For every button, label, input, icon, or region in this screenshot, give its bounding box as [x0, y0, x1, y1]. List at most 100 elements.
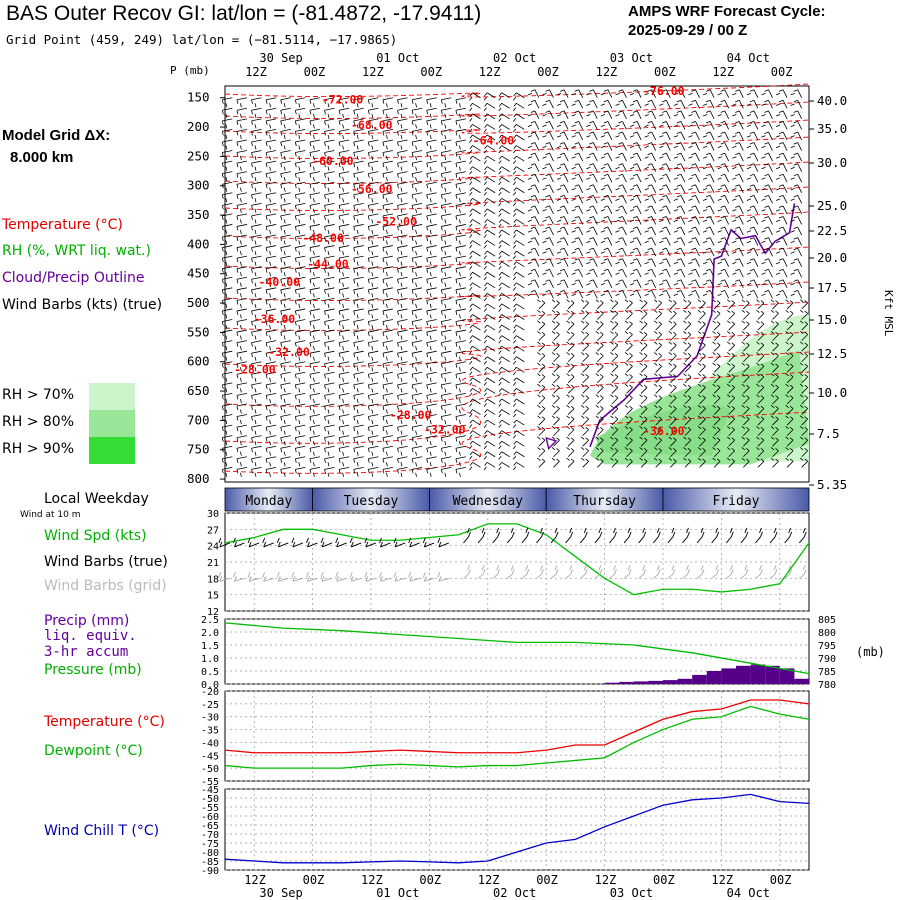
wind-barb	[512, 166, 525, 175]
wind-barb	[537, 404, 546, 415]
wind-barb	[644, 99, 657, 109]
wind-barb	[498, 314, 510, 323]
wind-barb	[265, 181, 277, 192]
wind-barb	[265, 192, 277, 203]
wind-barb	[221, 97, 233, 108]
wind-barb	[440, 393, 452, 404]
wind-barb	[440, 192, 452, 203]
wind-barb	[615, 142, 627, 151]
wind-barb	[673, 184, 686, 193]
wind-barb	[639, 426, 648, 436]
wind-barb	[732, 290, 744, 299]
wind-barb	[469, 155, 481, 164]
wind-barb	[338, 435, 350, 446]
wind-barb	[236, 350, 247, 361]
wind-barb	[746, 279, 759, 288]
wind-barb	[265, 266, 277, 277]
wind-barb	[251, 371, 262, 382]
wind-barb	[353, 319, 364, 330]
wind-barb	[551, 320, 560, 331]
wind-barb	[265, 350, 277, 361]
kft-tick-label: 12.5	[817, 346, 847, 361]
wind-barb	[324, 329, 335, 340]
wind-barb	[265, 435, 277, 446]
wind-barb	[702, 279, 715, 288]
pressure-tick-label: 800	[818, 628, 836, 639]
wind-barb	[673, 152, 686, 162]
wind-barb	[236, 245, 247, 256]
wind-barb	[726, 331, 735, 341]
wind-barb	[440, 361, 452, 372]
wind-barb	[761, 194, 773, 204]
wind-barb	[309, 414, 320, 425]
wind-barb	[775, 184, 788, 193]
wind-barb-true	[769, 527, 778, 544]
wind-barb	[512, 451, 525, 460]
wind-barb	[566, 362, 575, 373]
wind-barb	[324, 466, 335, 477]
wind-barb	[615, 99, 627, 109]
wind-barb	[455, 276, 466, 287]
wind-barb	[732, 131, 744, 141]
wind-barb	[280, 171, 291, 182]
wind-barb	[785, 373, 794, 384]
wind-barb	[673, 279, 686, 288]
wind-barb	[367, 181, 379, 192]
cloud-outline-small	[545, 436, 558, 450]
wind-barb	[566, 457, 575, 468]
wind-barb	[382, 276, 393, 287]
wind-barb	[411, 361, 423, 372]
wind-barb	[799, 383, 808, 394]
top-hour-label: 12Z	[479, 65, 501, 79]
kft-tick-label: 35.0	[817, 121, 847, 136]
liq-equiv-legend: liq. equiv.	[44, 628, 137, 644]
wind-barb	[527, 184, 540, 193]
wind-barb	[571, 268, 584, 278]
wind-barb	[367, 202, 379, 213]
wind-barb	[741, 457, 750, 468]
wind-barb	[440, 139, 452, 150]
temperature-contour-label: -36.00	[254, 312, 296, 326]
wind-barb	[615, 237, 627, 246]
wind-barb	[717, 173, 730, 183]
pressure-tick-label: 750	[187, 442, 210, 457]
wind-barb	[542, 99, 554, 109]
wind-barb	[397, 308, 408, 319]
wind-barb	[397, 213, 408, 224]
wind-barb	[455, 403, 466, 414]
wind-barb	[683, 404, 692, 415]
wind-barb	[688, 184, 700, 193]
wind-barb	[294, 234, 306, 245]
pressure-tick-label: 795	[818, 641, 836, 652]
wind-barb	[338, 202, 350, 213]
wind-barb	[455, 287, 466, 298]
wind-barb	[382, 308, 393, 319]
wind-barb	[717, 226, 730, 236]
temp-panel-tick-label: -50	[201, 764, 219, 775]
wind-barb	[673, 237, 686, 246]
wind-barb	[673, 205, 686, 215]
wind-barb	[644, 290, 657, 299]
temperature-contour	[224, 83, 810, 98]
wind-barb	[411, 466, 423, 477]
wind-barb	[309, 276, 320, 287]
wind-barb	[702, 89, 715, 98]
wind-barb	[251, 97, 262, 108]
wind-barb	[595, 331, 604, 341]
wind-barb	[741, 447, 750, 458]
cloud-outline	[589, 203, 796, 448]
wind-barb	[469, 451, 481, 460]
wind-barb	[265, 245, 277, 256]
wind-barb	[571, 290, 584, 299]
rh-80-swatch	[89, 410, 135, 437]
wind-barb	[775, 237, 788, 246]
wind-barb	[741, 331, 750, 341]
wind-barb	[556, 163, 569, 172]
windchill-panel-tick-label: -45	[201, 785, 219, 796]
wind-barb	[324, 202, 335, 213]
wind-barb	[426, 245, 437, 256]
wind-barb	[712, 415, 721, 426]
wind-barb	[338, 350, 350, 361]
wind-barb	[455, 150, 466, 161]
wind-barb	[770, 436, 779, 447]
